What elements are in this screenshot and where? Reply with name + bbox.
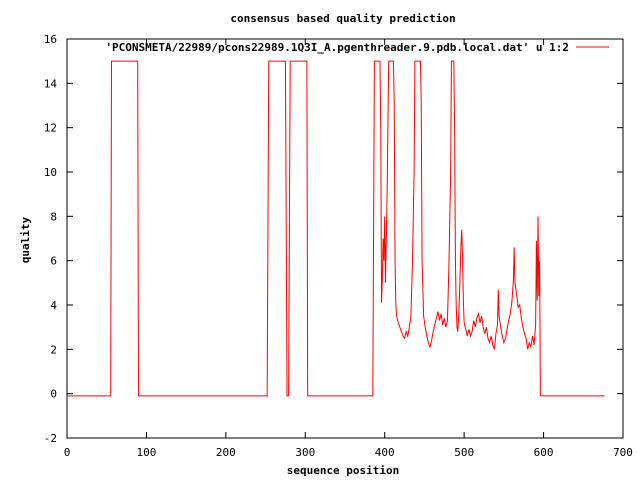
x-tick-label: 600: [534, 446, 554, 459]
y-tick-label: 4: [50, 299, 57, 312]
x-axis: 0 100 200 300 400 500 600 700: [64, 39, 633, 459]
x-tick-label: 400: [375, 446, 395, 459]
y-axis-label: quality: [19, 216, 32, 263]
plot-area: [66, 38, 624, 439]
y-axis: -2 0 2 4 6 8 10 12 14 16: [44, 33, 623, 445]
y-tick-label: 16: [44, 33, 57, 46]
y-tick-label: 10: [44, 166, 57, 179]
x-tick-label: 700: [613, 446, 633, 459]
legend: 'PCONSMETA/22989/pcons22989.1Q3I_A.pgent…: [105, 41, 609, 54]
y-tick-label: 8: [50, 210, 57, 223]
series-layer: [67, 60, 605, 397]
y-tick-label: -2: [44, 432, 57, 445]
y-tick-label: 14: [44, 77, 58, 90]
x-axis-label: sequence position: [287, 464, 400, 477]
chart-title: consensus based quality prediction: [230, 12, 455, 25]
y-tick-label: 2: [50, 343, 57, 356]
series-line-1: [67, 60, 605, 397]
y-tick-label: 6: [50, 255, 57, 268]
x-tick-label: 100: [136, 446, 156, 459]
y-tick-label: 0: [50, 388, 57, 401]
x-tick-label: 0: [64, 446, 71, 459]
legend-label: 'PCONSMETA/22989/pcons22989.1Q3I_A.pgent…: [105, 41, 569, 54]
x-tick-label: 500: [454, 446, 474, 459]
x-tick-label: 200: [216, 446, 236, 459]
x-tick-label: 300: [295, 446, 315, 459]
plot-border: [66, 38, 624, 439]
y-tick-label: 12: [44, 122, 57, 135]
